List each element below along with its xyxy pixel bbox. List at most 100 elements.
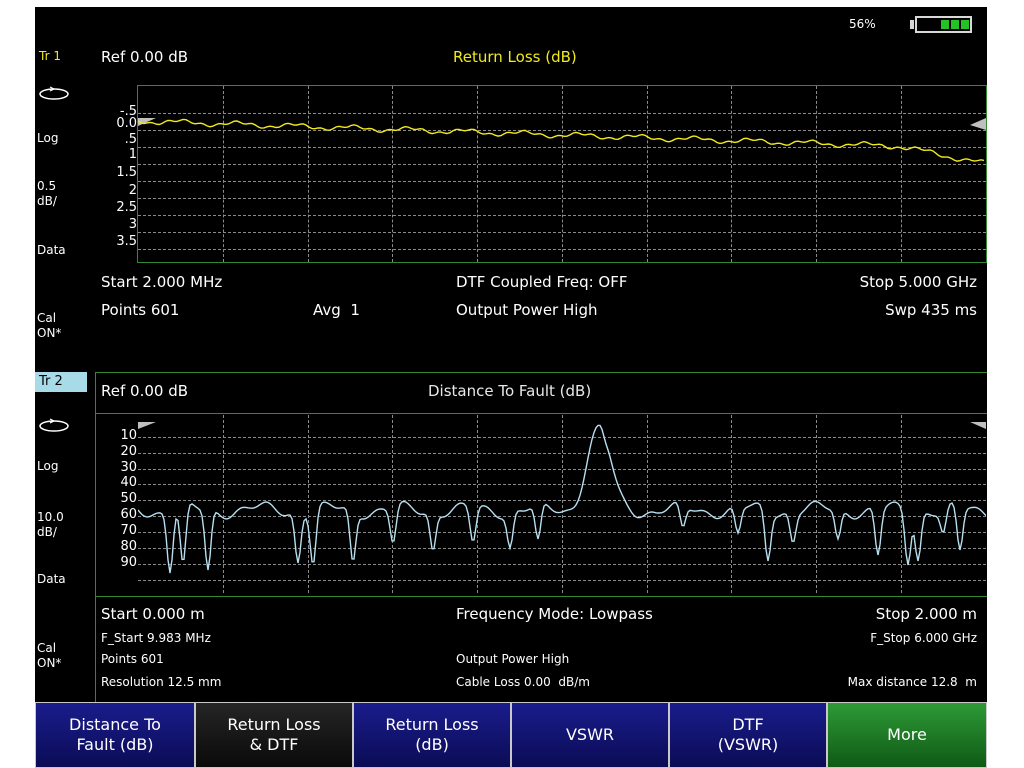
battery-icon — [915, 16, 972, 33]
battery-cell — [941, 20, 949, 29]
rotate-knob-icon[interactable] — [37, 417, 71, 435]
y-tick: 40 — [120, 475, 137, 490]
softkey-label: (dB) — [415, 735, 449, 754]
gridline — [223, 415, 224, 593]
battery-cell — [961, 20, 969, 29]
gridline — [562, 415, 563, 593]
battery-cap — [910, 20, 914, 29]
y-tick: 1.5 — [116, 165, 137, 180]
y-tick: 10 — [120, 428, 137, 443]
trace2-output-power: Output Power High — [456, 652, 570, 666]
trace2-cal: Cal — [37, 641, 57, 655]
gridline — [816, 86, 817, 262]
trace2-y-ticks: 10 20 30 40 50 60 70 80 90 — [95, 429, 137, 589]
y-tick: 1 — [128, 147, 137, 162]
gridline — [392, 86, 393, 262]
trace2-stop: Stop 2.000 m — [875, 605, 977, 623]
trace1-title: Return Loss (dB) — [453, 48, 577, 66]
trace1-badge[interactable]: Tr 1 — [39, 49, 61, 63]
trace2-f-start: F_Start 9.983 MHz — [101, 631, 211, 645]
gridline — [731, 415, 732, 593]
trace2-header-box — [95, 372, 987, 414]
softkey-return-loss-and-dtf[interactable]: Return Loss & DTF — [195, 702, 353, 768]
y-tick: 30 — [120, 460, 137, 475]
trace1-memory: Data — [37, 243, 66, 257]
y-tick: 2 — [128, 183, 137, 198]
trace2-f-stop: F_Stop 6.000 GHz — [870, 631, 977, 645]
gridline — [647, 86, 648, 262]
reference-marker-right — [970, 422, 986, 429]
trace2-points: Points 601 — [101, 652, 164, 666]
trace1-cal-state: ON* — [37, 326, 62, 340]
softkey-distance-to-fault-db[interactable]: Distance To Fault (dB) — [35, 702, 195, 768]
gridline — [816, 415, 817, 593]
trace1-line — [138, 118, 985, 162]
trace2-scale-value: 10.0 — [37, 510, 64, 524]
softkey-label: DTF — [732, 715, 764, 734]
y-tick: 0.0 — [116, 116, 137, 131]
softkey-label: Fault (dB) — [76, 735, 154, 754]
gridline — [392, 415, 393, 593]
trace2-line — [138, 424, 986, 574]
trace1-start: Start 2.000 MHz — [101, 273, 223, 291]
gridline — [647, 415, 648, 593]
reference-marker-right — [970, 118, 986, 130]
trace1-svg — [138, 118, 986, 162]
softkey-label: Return Loss — [227, 715, 321, 734]
y-tick: 90 — [120, 555, 137, 570]
gridline — [223, 86, 224, 262]
softkey-more[interactable]: More — [827, 702, 987, 768]
trace2-cable-loss: Cable Loss 0.00 dB/m — [456, 675, 590, 689]
y-tick: 60 — [120, 507, 137, 522]
trace1-scale-value: 0.5 — [37, 179, 57, 193]
softkey-label: & DTF — [249, 735, 299, 754]
softkey-return-loss-db[interactable]: Return Loss (dB) — [353, 702, 511, 768]
y-tick: 2.5 — [116, 200, 137, 215]
trace2-format: Log — [37, 459, 59, 473]
trace2-scale-unit: dB/ — [37, 525, 57, 539]
reference-marker-left — [138, 422, 156, 429]
softkey-dtf-vswr[interactable]: DTF (VSWR) — [669, 702, 827, 768]
y-tick: 3.5 — [116, 234, 137, 249]
trace2-max-distance: Max distance 12.8 m — [847, 675, 977, 689]
trace1-points: Points 601 — [101, 301, 180, 319]
y-tick: -.5 — [119, 104, 137, 119]
trace1-format: Log — [37, 131, 59, 145]
gridline — [901, 415, 902, 593]
trace1-stop: Stop 5.000 GHz — [859, 273, 977, 291]
softkey-label: More — [887, 725, 927, 744]
trace1-cal: Cal — [37, 311, 57, 325]
trace1-sweep-time: Swp 435 ms — [885, 301, 977, 319]
rotate-knob-icon[interactable] — [37, 85, 71, 103]
trace2-title: Distance To Fault (dB) — [428, 382, 592, 400]
trace2-badge[interactable]: Tr 2 — [35, 372, 87, 392]
softkey-label: VSWR — [565, 725, 615, 744]
softkey-vswr[interactable]: VSWR — [511, 702, 669, 768]
trace2-frequency-mode: Frequency Mode: Lowpass — [456, 605, 653, 623]
gridline — [901, 86, 902, 262]
trace2-start: Start 0.000 m — [101, 605, 205, 623]
gridline — [731, 86, 732, 262]
gridline — [477, 86, 478, 262]
trace1-output-power: Output Power High — [456, 301, 598, 319]
gridline — [308, 86, 309, 262]
reference-marker-left — [138, 118, 156, 126]
softkey-label: (VSWR) — [717, 735, 779, 754]
trace2-resolution: Resolution 12.5 mm — [101, 675, 222, 689]
y-tick: 70 — [120, 523, 137, 538]
trace1-plot[interactable] — [137, 85, 987, 263]
trace1-avg: Avg 1 — [313, 301, 360, 319]
trace2-ref: Ref 0.00 dB — [101, 382, 189, 400]
trace2-plot[interactable] — [137, 414, 987, 594]
trace2-memory: Data — [37, 572, 66, 586]
trace1-dtf-coupled: DTF Coupled Freq: OFF — [456, 273, 628, 291]
softkey-label: Return Loss — [385, 715, 479, 734]
trace1-y-ticks: -.5 0.0 .5 1 1.5 2 2.5 3 3.5 — [95, 104, 137, 257]
battery-cell — [951, 20, 959, 29]
y-tick: 50 — [120, 491, 137, 506]
trace1-ref: Ref 0.00 dB — [101, 48, 189, 66]
trace2-cal-state: ON* — [37, 656, 62, 670]
trace1-scale-unit: dB/ — [37, 194, 57, 208]
trace2-svg — [138, 422, 986, 574]
y-tick: .5 — [124, 132, 137, 147]
